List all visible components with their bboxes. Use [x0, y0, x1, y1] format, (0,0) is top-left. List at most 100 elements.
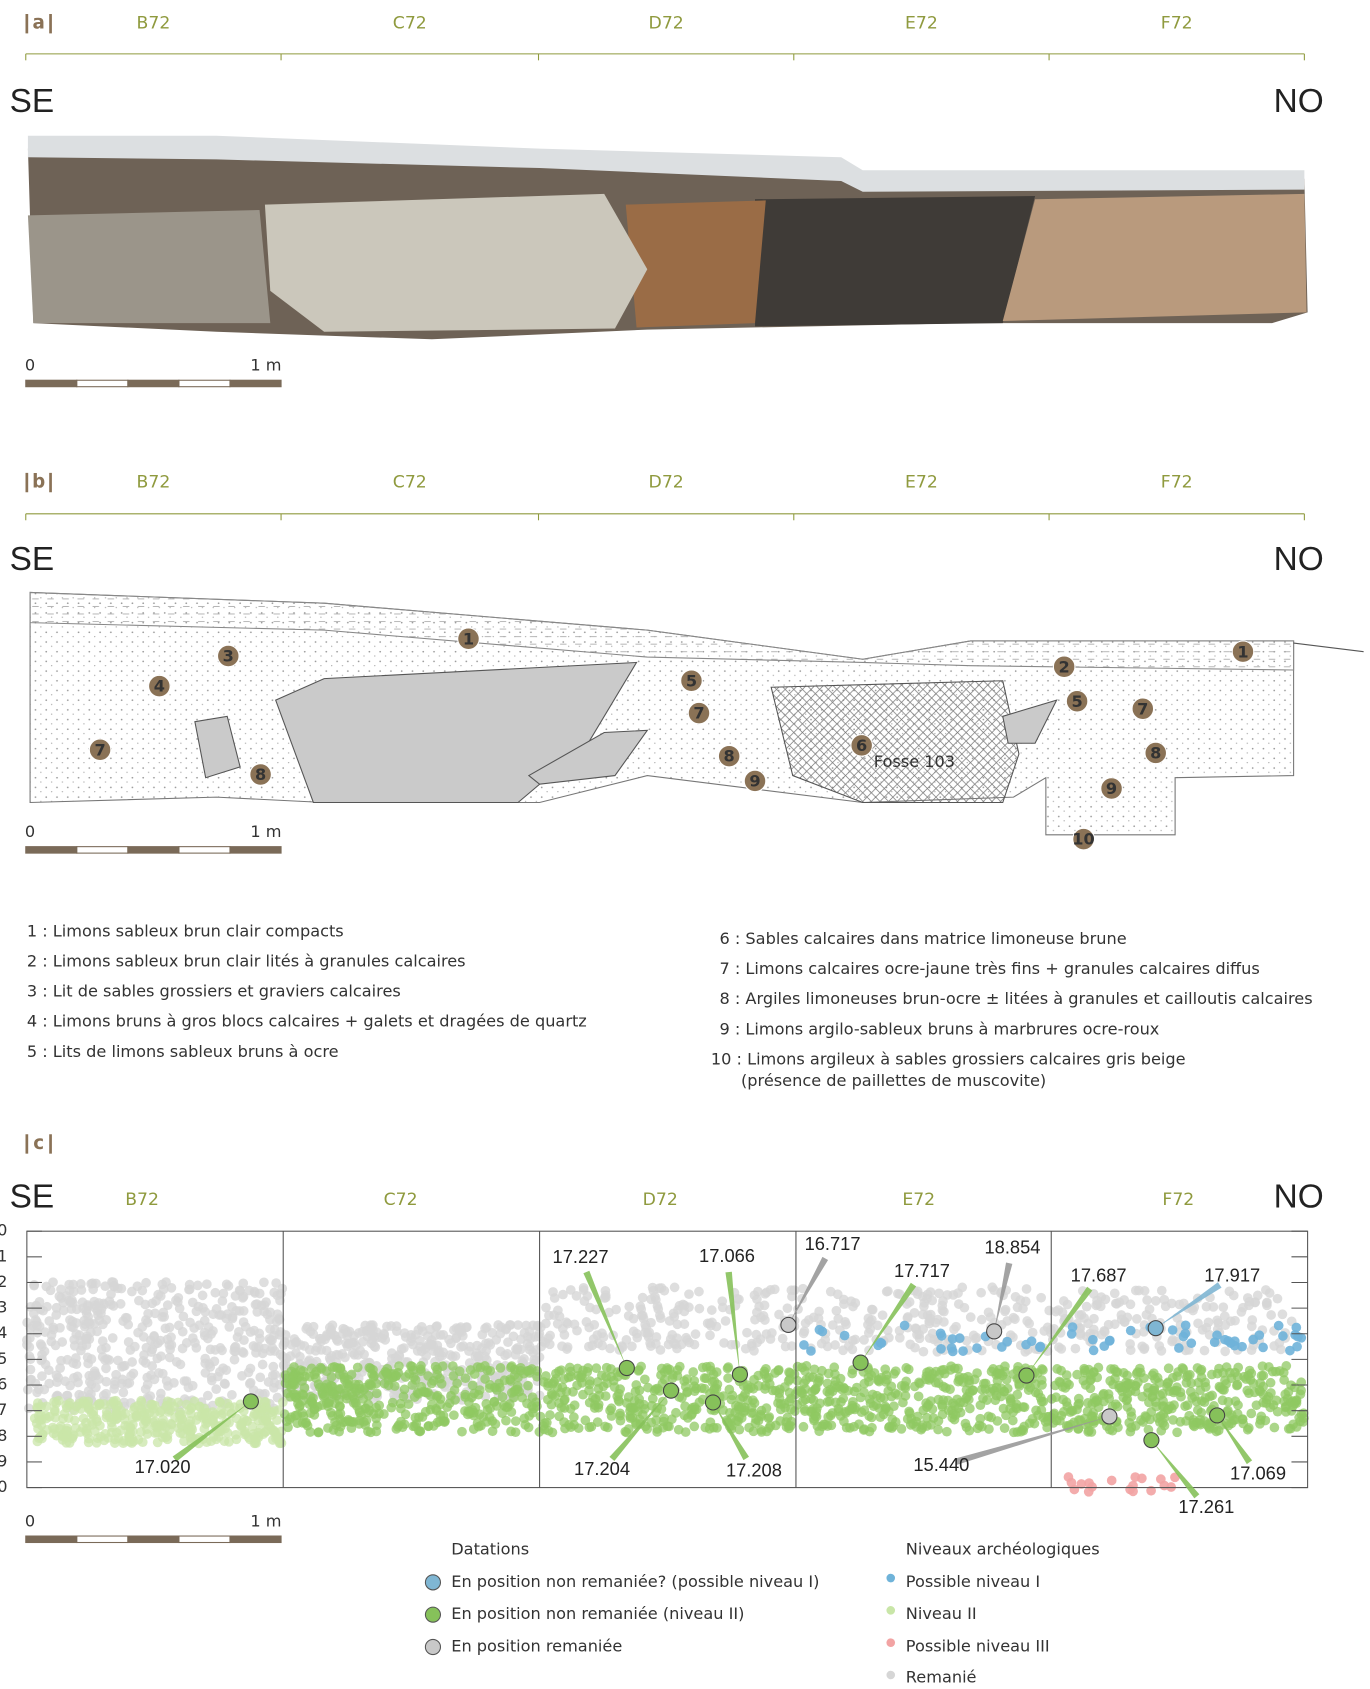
find-dot [1125, 1339, 1135, 1349]
find-dot [892, 1389, 903, 1400]
find-dot [464, 1346, 474, 1356]
find-dot [756, 1411, 767, 1422]
find-dot [313, 1427, 324, 1438]
find-dot [250, 1433, 261, 1444]
find-dot [65, 1315, 75, 1325]
legend-label: En position non remaniée (niveau II) [451, 1604, 744, 1623]
find-dot [1291, 1422, 1302, 1432]
find-dot [998, 1403, 1009, 1414]
find-dot [1246, 1408, 1257, 1419]
find-dot [305, 1427, 316, 1437]
find-dot [763, 1372, 774, 1383]
find-dot [925, 1313, 936, 1324]
find-dot [164, 1352, 175, 1363]
find-dot [210, 1345, 221, 1355]
find-dot [273, 1432, 284, 1443]
legend-layer: 10 : Limons argileux à sables grossiers … [711, 1049, 1186, 1068]
find-dot [259, 1396, 270, 1407]
find-dot [1224, 1286, 1235, 1297]
find-dot [903, 1364, 914, 1375]
photo-section [27, 135, 1308, 340]
pointer [994, 1262, 1013, 1332]
find-dot [602, 1422, 613, 1433]
find-dot [118, 1361, 129, 1372]
layer-number: 5 [1071, 692, 1082, 711]
find-dot [912, 1411, 923, 1422]
find-dot [185, 1317, 195, 1328]
find-dot [940, 1383, 951, 1393]
find-dot [213, 1371, 223, 1382]
find-dot [816, 1338, 827, 1349]
find-dot [604, 1307, 614, 1318]
find-dot [1024, 1318, 1035, 1329]
find-dot [31, 1301, 41, 1312]
find-dot [872, 1390, 882, 1401]
find-dot [795, 1386, 806, 1396]
orientation: NO [1274, 83, 1324, 120]
find-dot [162, 1300, 173, 1310]
find-dot [902, 1313, 913, 1324]
legend-title: Datations [451, 1540, 529, 1559]
dating-point [1018, 1367, 1035, 1384]
find-dot [844, 1405, 855, 1416]
find-dot [690, 1329, 701, 1339]
find-dot [142, 1317, 153, 1328]
find-dot [586, 1421, 597, 1432]
find-dot [1266, 1310, 1277, 1320]
find-dot [416, 1361, 426, 1371]
find-dot [437, 1361, 448, 1371]
find-dot [279, 1336, 290, 1347]
find-dot [667, 1330, 678, 1340]
find-dot [1180, 1320, 1191, 1331]
find-dot [68, 1358, 78, 1368]
find-dot [33, 1384, 44, 1395]
find-dot [786, 1404, 796, 1415]
find-dot [955, 1407, 966, 1418]
scale-label: 1 m [250, 1512, 281, 1531]
find-dot [871, 1399, 882, 1410]
find-dot [68, 1298, 78, 1308]
find-dot [524, 1344, 535, 1355]
find-dot [800, 1318, 811, 1329]
find-dot [640, 1374, 650, 1385]
find-dot [939, 1306, 949, 1317]
legend-symbol [886, 1606, 896, 1615]
find-dot [720, 1316, 731, 1326]
find-dot [61, 1291, 72, 1301]
find-dot [35, 1432, 45, 1442]
find-dot [227, 1301, 237, 1312]
find-dot [288, 1376, 298, 1387]
find-dot [170, 1412, 180, 1423]
find-dot [1156, 1285, 1167, 1296]
find-dot [1074, 1310, 1085, 1321]
find-dot [810, 1383, 821, 1394]
find-dot [37, 1371, 47, 1382]
find-dot [116, 1378, 127, 1389]
find-dot [1224, 1411, 1234, 1422]
find-dot [218, 1288, 229, 1299]
find-dot [1106, 1475, 1117, 1486]
find-dot [1269, 1341, 1280, 1351]
find-dot [597, 1340, 608, 1351]
find-dot [1242, 1293, 1253, 1303]
layer-marker [216, 644, 240, 668]
pointer [1026, 1286, 1093, 1376]
find-dot [111, 1369, 121, 1380]
pointer [583, 1270, 627, 1369]
layer-number: 7 [1137, 699, 1148, 718]
find-dot [1225, 1367, 1235, 1378]
find-dot [255, 1372, 266, 1383]
find-dot [1220, 1334, 1230, 1345]
find-dot [1244, 1423, 1254, 1433]
find-dot [1000, 1306, 1010, 1317]
find-dot [109, 1280, 120, 1291]
find-dot [926, 1419, 936, 1430]
find-dot [115, 1425, 126, 1436]
find-dot [275, 1295, 285, 1306]
find-dot [823, 1368, 834, 1379]
find-dot [1019, 1402, 1030, 1413]
find-dot [875, 1412, 886, 1422]
layer-marker [717, 744, 741, 768]
find-dot [265, 1324, 275, 1334]
find-dot [511, 1344, 521, 1354]
